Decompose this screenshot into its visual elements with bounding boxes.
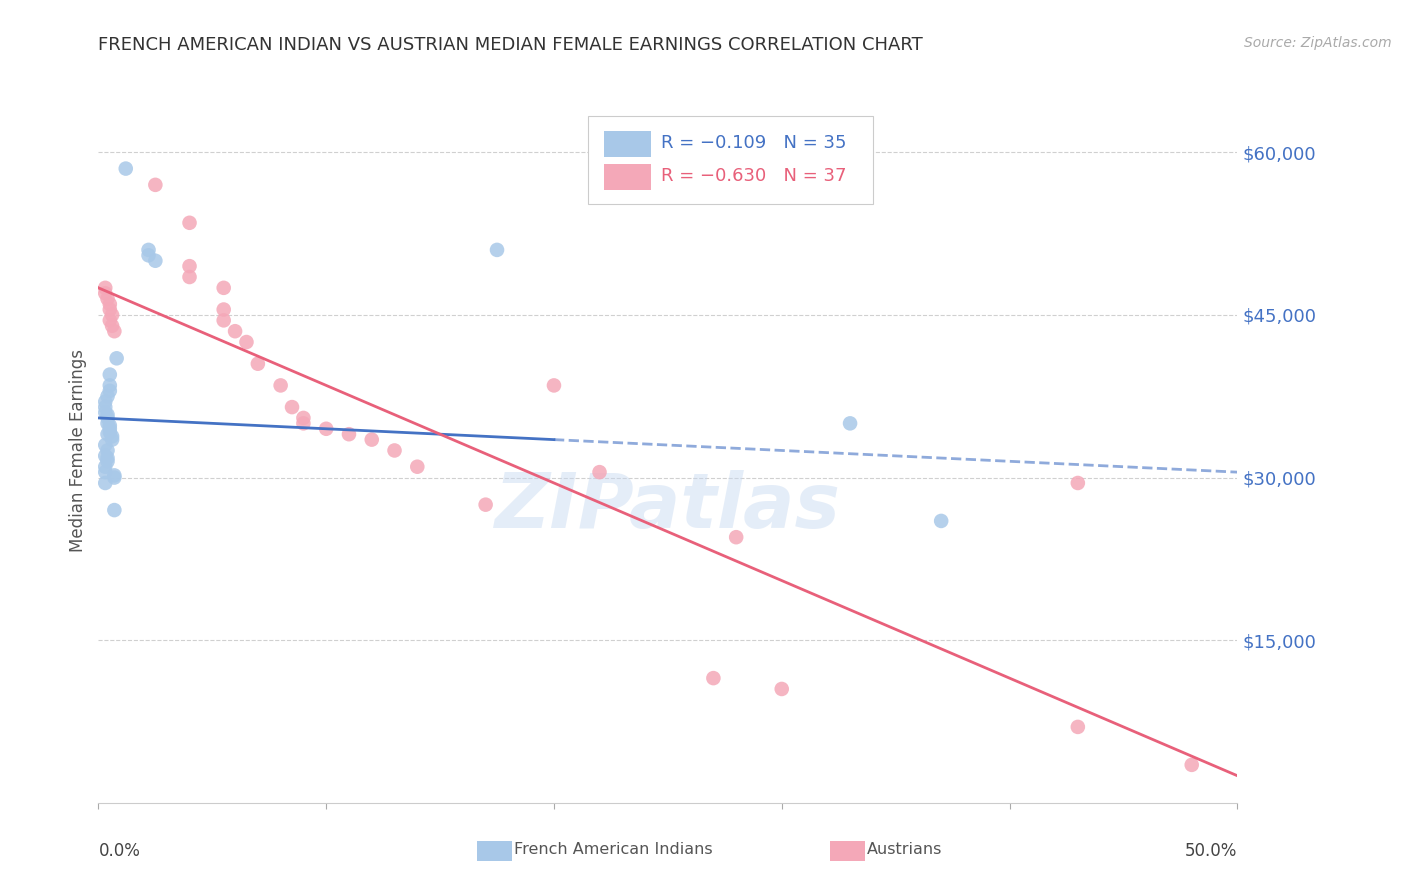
Point xyxy=(98,302,121,317)
Y-axis label: Median Female Earnings: Median Female Earnings xyxy=(69,349,87,552)
Point xyxy=(105,351,128,366)
Point xyxy=(292,417,315,431)
Point xyxy=(179,216,201,230)
Point xyxy=(94,459,117,474)
Point xyxy=(96,454,118,468)
Point xyxy=(138,243,160,257)
Point xyxy=(94,438,117,452)
Point xyxy=(103,468,125,483)
Point xyxy=(98,368,121,382)
Point xyxy=(770,681,793,696)
Point xyxy=(1067,720,1090,734)
FancyBboxPatch shape xyxy=(605,163,651,190)
Point xyxy=(702,671,724,685)
Point xyxy=(98,384,121,398)
Point xyxy=(543,378,565,392)
Point xyxy=(94,281,117,295)
Point xyxy=(101,308,124,322)
Text: 50.0%: 50.0% xyxy=(1185,841,1237,860)
Point xyxy=(98,418,121,433)
Point xyxy=(94,400,117,414)
Point xyxy=(94,465,117,479)
Point xyxy=(179,270,201,285)
Point xyxy=(96,292,118,306)
Point xyxy=(725,530,748,544)
Text: 0.0%: 0.0% xyxy=(98,841,141,860)
Point xyxy=(406,459,429,474)
FancyBboxPatch shape xyxy=(588,116,873,204)
Point xyxy=(145,178,167,192)
Point xyxy=(96,417,118,431)
FancyBboxPatch shape xyxy=(830,841,865,861)
Point xyxy=(486,243,509,257)
Point xyxy=(96,443,118,458)
Point xyxy=(474,498,496,512)
Point xyxy=(384,443,406,458)
Point xyxy=(224,324,246,338)
Point xyxy=(281,400,304,414)
Point xyxy=(337,427,360,442)
Point xyxy=(101,429,124,443)
Text: FRENCH AMERICAN INDIAN VS AUSTRIAN MEDIAN FEMALE EARNINGS CORRELATION CHART: FRENCH AMERICAN INDIAN VS AUSTRIAN MEDIA… xyxy=(98,36,924,54)
Point xyxy=(98,297,121,311)
Point xyxy=(98,425,121,439)
Point xyxy=(212,302,235,317)
Point xyxy=(103,470,125,484)
Point xyxy=(1181,757,1204,772)
Point xyxy=(94,286,117,301)
Text: French American Indians: French American Indians xyxy=(515,842,713,857)
Point xyxy=(94,394,117,409)
Point xyxy=(96,408,118,422)
Point xyxy=(212,313,235,327)
Point xyxy=(1067,475,1090,490)
FancyBboxPatch shape xyxy=(477,841,512,861)
Point xyxy=(929,514,952,528)
Point xyxy=(96,427,118,442)
Point xyxy=(96,389,118,403)
Point xyxy=(101,433,124,447)
Point xyxy=(270,378,292,392)
Text: ZIPatlas: ZIPatlas xyxy=(495,470,841,544)
Point xyxy=(235,334,257,349)
Point xyxy=(94,449,117,463)
Point xyxy=(94,475,117,490)
Point xyxy=(179,259,201,273)
Text: Austrians: Austrians xyxy=(868,842,942,857)
Point xyxy=(98,378,121,392)
Point xyxy=(96,451,118,466)
Point xyxy=(839,417,862,431)
Point xyxy=(94,405,117,419)
Point xyxy=(96,411,118,425)
Point xyxy=(98,422,121,436)
Point xyxy=(101,318,124,333)
Point xyxy=(145,253,167,268)
Point xyxy=(138,248,160,262)
Point xyxy=(360,433,382,447)
Point xyxy=(292,411,315,425)
Point xyxy=(212,281,235,295)
Text: Source: ZipAtlas.com: Source: ZipAtlas.com xyxy=(1244,36,1392,50)
Point xyxy=(103,324,125,338)
Point xyxy=(588,465,610,479)
Point xyxy=(98,313,121,327)
Point xyxy=(246,357,269,371)
Point xyxy=(103,503,125,517)
FancyBboxPatch shape xyxy=(605,130,651,157)
Point xyxy=(114,161,136,176)
Text: R = −0.109   N = 35: R = −0.109 N = 35 xyxy=(661,134,846,152)
Point xyxy=(315,422,337,436)
Text: R = −0.630   N = 37: R = −0.630 N = 37 xyxy=(661,167,846,185)
